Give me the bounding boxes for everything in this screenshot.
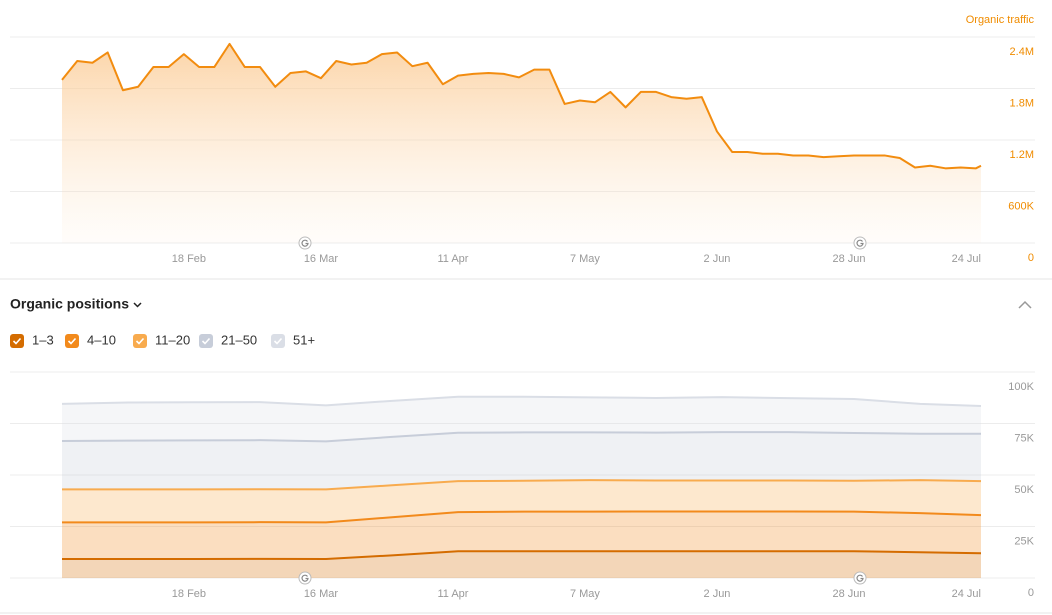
area-fill xyxy=(62,43,981,243)
x-tick-label: 24 Jul xyxy=(952,253,981,265)
legend-checkbox xyxy=(133,334,147,348)
check-mark xyxy=(201,337,211,345)
legend-item[interactable]: 11–20 xyxy=(133,332,190,348)
x-tick-label: 7 May xyxy=(570,588,600,600)
y-tick-label: 1.2M xyxy=(1010,149,1034,161)
x-tick-label: 2 Jun xyxy=(704,253,731,265)
legend-item[interactable]: 51+ xyxy=(271,332,315,348)
band-line xyxy=(62,479,982,491)
band-fill xyxy=(62,396,981,442)
y-tick-label: 2.4M xyxy=(1010,46,1034,58)
plots: 0 600K 1.2M 1.8M 2.4M 18 Feb 16 Mar 11 Apr 7 May… xyxy=(10,36,1035,600)
legend-checkbox xyxy=(65,334,79,348)
y-tick-label: 100K xyxy=(1008,381,1034,393)
y-tick-label: 25K xyxy=(1014,535,1034,547)
annotation-markers xyxy=(298,236,867,585)
x-tick-label: 24 Jul xyxy=(952,588,981,600)
legend-checkbox xyxy=(271,334,285,348)
legend-checkbox xyxy=(10,334,24,348)
band-fill xyxy=(62,511,981,560)
google-update-marker[interactable] xyxy=(853,571,867,585)
legend-label: 11–20 xyxy=(155,332,190,347)
dropdown-icon[interactable] xyxy=(133,302,142,308)
legend-item[interactable]: 4–10 xyxy=(65,332,116,348)
legend-label: 1–3 xyxy=(32,332,54,347)
google-update-marker[interactable] xyxy=(853,236,867,250)
band-fill xyxy=(62,551,981,578)
x-tick-label: 18 Feb xyxy=(172,588,206,600)
x-tick-label: 16 Mar xyxy=(304,253,339,265)
legend-label: 51+ xyxy=(293,332,315,347)
x-tick-label: 7 May xyxy=(570,253,600,265)
collapse-icon[interactable] xyxy=(1018,300,1032,309)
y-tick-label: 0 xyxy=(1028,587,1034,599)
band-fill xyxy=(62,480,981,523)
google-update-marker[interactable] xyxy=(298,236,312,250)
check-mark xyxy=(273,337,283,345)
x-tick-label: 2 Jun xyxy=(704,588,731,600)
x-tick-label: 16 Mar xyxy=(304,588,339,600)
y-axis-label: Organic traffic xyxy=(966,14,1035,26)
y-tick-label: 1.8M xyxy=(1010,97,1034,109)
check-mark xyxy=(12,337,22,345)
band-line xyxy=(62,510,982,524)
y-tick-label: 600K xyxy=(1008,200,1034,212)
x-tick-label: 11 Apr xyxy=(437,588,468,600)
band-line xyxy=(61,395,982,407)
band-fill xyxy=(62,432,981,490)
x-tick-label: 11 Apr xyxy=(437,253,468,265)
x-tick-label: 18 Feb xyxy=(172,253,206,265)
legend-label: 21–50 xyxy=(221,332,257,347)
y-tick-label: 50K xyxy=(1014,484,1034,496)
legend-label: 4–10 xyxy=(87,332,116,347)
google-update-marker[interactable] xyxy=(298,571,312,585)
y-tick-label: 0 xyxy=(1028,252,1034,264)
legend-item[interactable]: 1–3 xyxy=(10,332,54,348)
y-tick-label: 75K xyxy=(1014,432,1034,444)
legend-item[interactable]: 21–50 xyxy=(199,332,257,348)
x-tick-label: 28 Jun xyxy=(832,253,865,265)
traffic-line xyxy=(61,42,982,170)
section-title[interactable]: Organic positions xyxy=(10,296,129,312)
x-tick-label: 28 Jun xyxy=(832,588,865,600)
check-mark xyxy=(67,337,77,345)
check-mark xyxy=(135,337,145,345)
band-line xyxy=(61,431,981,443)
legend-checkbox xyxy=(199,334,213,348)
band-line xyxy=(62,550,982,561)
